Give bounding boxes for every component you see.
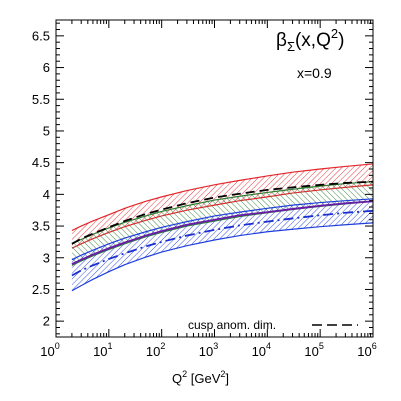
x-tick-label-3: 103: [199, 341, 218, 359]
y-tick-label-8: 6: [43, 60, 50, 75]
title-sub: Σ: [287, 39, 295, 54]
title-close: ): [338, 30, 344, 51]
axis-ticks: [55, 20, 374, 337]
band-0-fill: [71, 163, 373, 249]
band-1-fill: [71, 181, 373, 266]
y-tick-label-6: 5: [43, 123, 50, 138]
y-tick-label-2: 3: [43, 250, 50, 265]
band-layer: [71, 163, 373, 292]
xlabel-unit: [GeV: [187, 371, 221, 386]
legend-label: cusp anom. dim.: [188, 318, 276, 332]
x-tick-label-0: 100: [40, 341, 59, 359]
band-2-upper: [71, 198, 373, 261]
xlabel-unit-sup: 2: [220, 369, 225, 379]
y-tick-label-4: 4: [43, 187, 50, 202]
x-tick-label-2: 102: [146, 341, 165, 359]
title-sup: 2: [331, 26, 338, 41]
y-tick-label-0: 2: [43, 314, 50, 329]
y-tick-label-9: 6.5: [32, 28, 50, 43]
title-beta: β: [276, 30, 287, 51]
y-tick-label-1: 2.5: [32, 282, 50, 297]
x-tick-label-6: 106: [357, 341, 376, 359]
x-tick-label-4: 104: [252, 341, 271, 359]
xlabel-sup: 2: [182, 369, 187, 379]
band-2-fill: [71, 198, 373, 291]
line-2: [71, 209, 373, 277]
line-0: [71, 180, 373, 245]
line-layer: [71, 180, 373, 277]
band-2-lower: [71, 222, 373, 292]
xlabel-q: Q: [172, 371, 182, 386]
y-tick-label-5: 4.5: [32, 155, 50, 170]
x-axis-title: Q2 [GeV2]: [172, 369, 229, 386]
y-tick-label-7: 5.5: [32, 92, 50, 107]
title-args: (x,Q: [295, 30, 331, 51]
axis-tick-labels: 100 101 102 103 104 105 106 2 2.5 3 3.5 4 4.5 5 5.5 6 6.…: [32, 28, 377, 359]
x-annotation: x=0.9: [297, 65, 332, 81]
line-1: [71, 200, 373, 265]
band-0-upper: [71, 163, 373, 232]
xlabel-close: ]: [225, 371, 229, 386]
x-tick-label-1: 101: [93, 341, 112, 359]
y-tick-label-3: 3.5: [32, 219, 50, 234]
legend: cusp anom. dim.: [188, 318, 358, 332]
chart-title: βΣ(x,Q2): [276, 26, 344, 54]
x-tick-label-5: 105: [304, 341, 323, 359]
